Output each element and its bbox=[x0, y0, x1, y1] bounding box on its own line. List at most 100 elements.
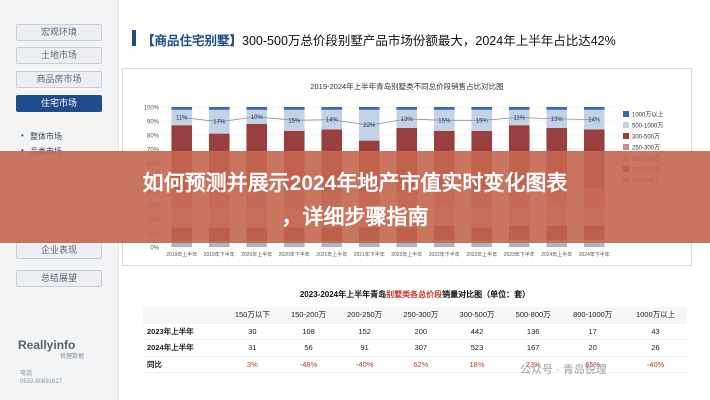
data-label: 13% bbox=[551, 117, 564, 123]
table-header-cell: 150万以下 bbox=[224, 307, 281, 324]
x-tick-label: 2022年下半年 bbox=[429, 251, 460, 258]
bar-segment bbox=[246, 241, 268, 247]
table-cell: 2024年上半年 bbox=[143, 339, 225, 357]
legend-swatch bbox=[623, 122, 629, 128]
y-tick-label: 0% bbox=[150, 246, 159, 252]
sidebar-item-residential[interactable]: 住宅市场 bbox=[16, 95, 102, 112]
legend-swatch bbox=[623, 144, 629, 150]
x-tick-label: 2023年上半年 bbox=[466, 251, 497, 258]
bar-segment bbox=[283, 107, 305, 110]
bar-segment bbox=[471, 107, 493, 110]
data-label: 10% bbox=[251, 115, 264, 121]
sidebar-item-commercial[interactable]: 商品房市场 bbox=[16, 71, 102, 88]
table-header-cell: 250-300万 bbox=[392, 307, 449, 324]
table-cell: 91 bbox=[336, 339, 393, 357]
legend-label: 500-1000万 bbox=[632, 123, 663, 130]
table-header-cell: 800-1000万 bbox=[561, 307, 625, 324]
sidebar-item-land[interactable]: 土地市场 bbox=[16, 47, 102, 64]
bar-segment bbox=[208, 241, 230, 247]
x-tick-label: 2024年下半年 bbox=[579, 251, 610, 258]
legend-label: 250-300万 bbox=[632, 145, 660, 152]
data-label: 17% bbox=[213, 120, 226, 126]
banner-line-2: ，详细步骤指南 bbox=[281, 206, 429, 229]
x-tick-label: 2019年下半年 bbox=[204, 251, 235, 258]
data-label: 14% bbox=[326, 118, 339, 124]
contact-number: 0532-80891617 bbox=[20, 379, 63, 385]
bar-segment bbox=[546, 240, 568, 247]
legend-swatch bbox=[623, 133, 629, 139]
header-accent-bar bbox=[132, 30, 136, 46]
bar-segment bbox=[508, 240, 530, 247]
x-tick-label: 2020年下半年 bbox=[279, 251, 310, 258]
table-cell: 17 bbox=[561, 323, 625, 340]
data-label: 11% bbox=[176, 116, 188, 122]
table-cell: 56 bbox=[280, 339, 337, 357]
data-label: 15% bbox=[476, 118, 489, 124]
sidebar-subitem-overall[interactable]: 整体市场 bbox=[21, 131, 62, 142]
x-tick-label: 2020年上半年 bbox=[241, 251, 272, 258]
data-label: 14% bbox=[588, 118, 601, 124]
chart-title: 2019-2024年上半年青岛别墅类不同总价段销售占比对比图 bbox=[310, 82, 504, 91]
legend-swatch bbox=[623, 111, 629, 117]
sidebar-item-summary[interactable]: 总结展望 bbox=[16, 270, 102, 287]
bar-segment bbox=[358, 241, 380, 247]
bar-segment bbox=[358, 107, 380, 110]
table-cell: 31 bbox=[224, 339, 281, 357]
bar-segment bbox=[171, 241, 193, 247]
table-title-prefix: 2023-2024年上半年青岛 bbox=[299, 290, 387, 299]
table-yoy-row: 同比 3% -48% -40% 62% 18% 23% 65% -40% bbox=[143, 356, 687, 373]
data-label: 11% bbox=[513, 116, 525, 122]
table-cell: 152 bbox=[336, 323, 393, 340]
banner-line-1: 如何预测并展示2024年地产市值实时变化图表 bbox=[142, 172, 568, 195]
bar-segment bbox=[321, 107, 343, 110]
page-title-tag: 【商品住宅别墅】 bbox=[142, 34, 243, 48]
sidebar-item-macro[interactable]: 宏观环境 bbox=[16, 24, 102, 41]
bar-segment bbox=[321, 241, 343, 247]
data-label: 22% bbox=[363, 123, 376, 129]
table-header-cell: 1000万以上 bbox=[624, 307, 687, 324]
legend-label: 300-500万 bbox=[632, 134, 660, 141]
table-cell: 23% bbox=[505, 356, 562, 373]
y-tick-label: 70% bbox=[147, 148, 160, 154]
table-cell: -40% bbox=[624, 356, 687, 373]
table-cell: 200 bbox=[392, 323, 449, 340]
table-cell: 307 bbox=[392, 339, 449, 357]
x-tick-label: 2021年上半年 bbox=[316, 251, 347, 258]
x-tick-label: 2021年下半年 bbox=[354, 251, 385, 258]
table-header-cell bbox=[143, 307, 225, 324]
bar-segment bbox=[583, 107, 605, 110]
series-trend-line bbox=[181, 116, 595, 126]
data-label: 15% bbox=[438, 118, 451, 124]
x-tick-label: 2023年下半年 bbox=[504, 251, 535, 258]
table-cell: 18% bbox=[448, 356, 506, 373]
table-cell: -40% bbox=[336, 356, 393, 373]
contact-label: 电话 bbox=[20, 371, 33, 377]
bar-segment bbox=[508, 107, 530, 110]
table-cell: 同比 bbox=[143, 356, 225, 373]
watermark: 公众号 · 青岛锐理 bbox=[520, 364, 607, 376]
bar-segment bbox=[396, 107, 418, 110]
x-tick-label: 2019年上半年 bbox=[166, 251, 197, 258]
data-label: 15% bbox=[288, 118, 301, 124]
table-row: 2023年上半年 30 108 152 200 442 136 17 43 bbox=[143, 323, 687, 340]
table-cell: 108 bbox=[280, 323, 337, 340]
sales-table-panel: 2023-2024年上半年青岛别墅类各总价段销量对比图（单位：套） 150万以下… bbox=[143, 283, 687, 383]
bar-segment bbox=[583, 240, 605, 247]
bar-segment bbox=[171, 107, 193, 110]
bar-segment bbox=[396, 241, 418, 247]
table-header-row: 150万以下 150-200万 200-250万 250-300万 300-50… bbox=[143, 307, 687, 324]
table-title: 2023-2024年上半年青岛别墅类各总价段销量对比图（单位：套） bbox=[143, 289, 687, 300]
table-row: 2024年上半年 31 56 91 307 523 167 20 26 bbox=[143, 339, 687, 357]
x-tick-label: 2022年上半年 bbox=[391, 251, 422, 258]
table-cell: 2023年上半年 bbox=[143, 323, 225, 340]
table-header-cell: 300-500万 bbox=[448, 307, 506, 324]
table-title-highlight: 别墅类各总价段 bbox=[386, 290, 443, 299]
sidebar-item-enterprise[interactable]: 企业表现 bbox=[16, 242, 102, 259]
table-cell: 43 bbox=[624, 323, 687, 340]
table-header-cell: 150-200万 bbox=[280, 307, 337, 324]
table-cell: 30 bbox=[224, 323, 281, 340]
bar-segment bbox=[433, 240, 455, 247]
logo: Reallyinfo bbox=[18, 338, 76, 352]
table-cell: 65% bbox=[561, 356, 625, 373]
table-cell: 523 bbox=[448, 339, 506, 357]
